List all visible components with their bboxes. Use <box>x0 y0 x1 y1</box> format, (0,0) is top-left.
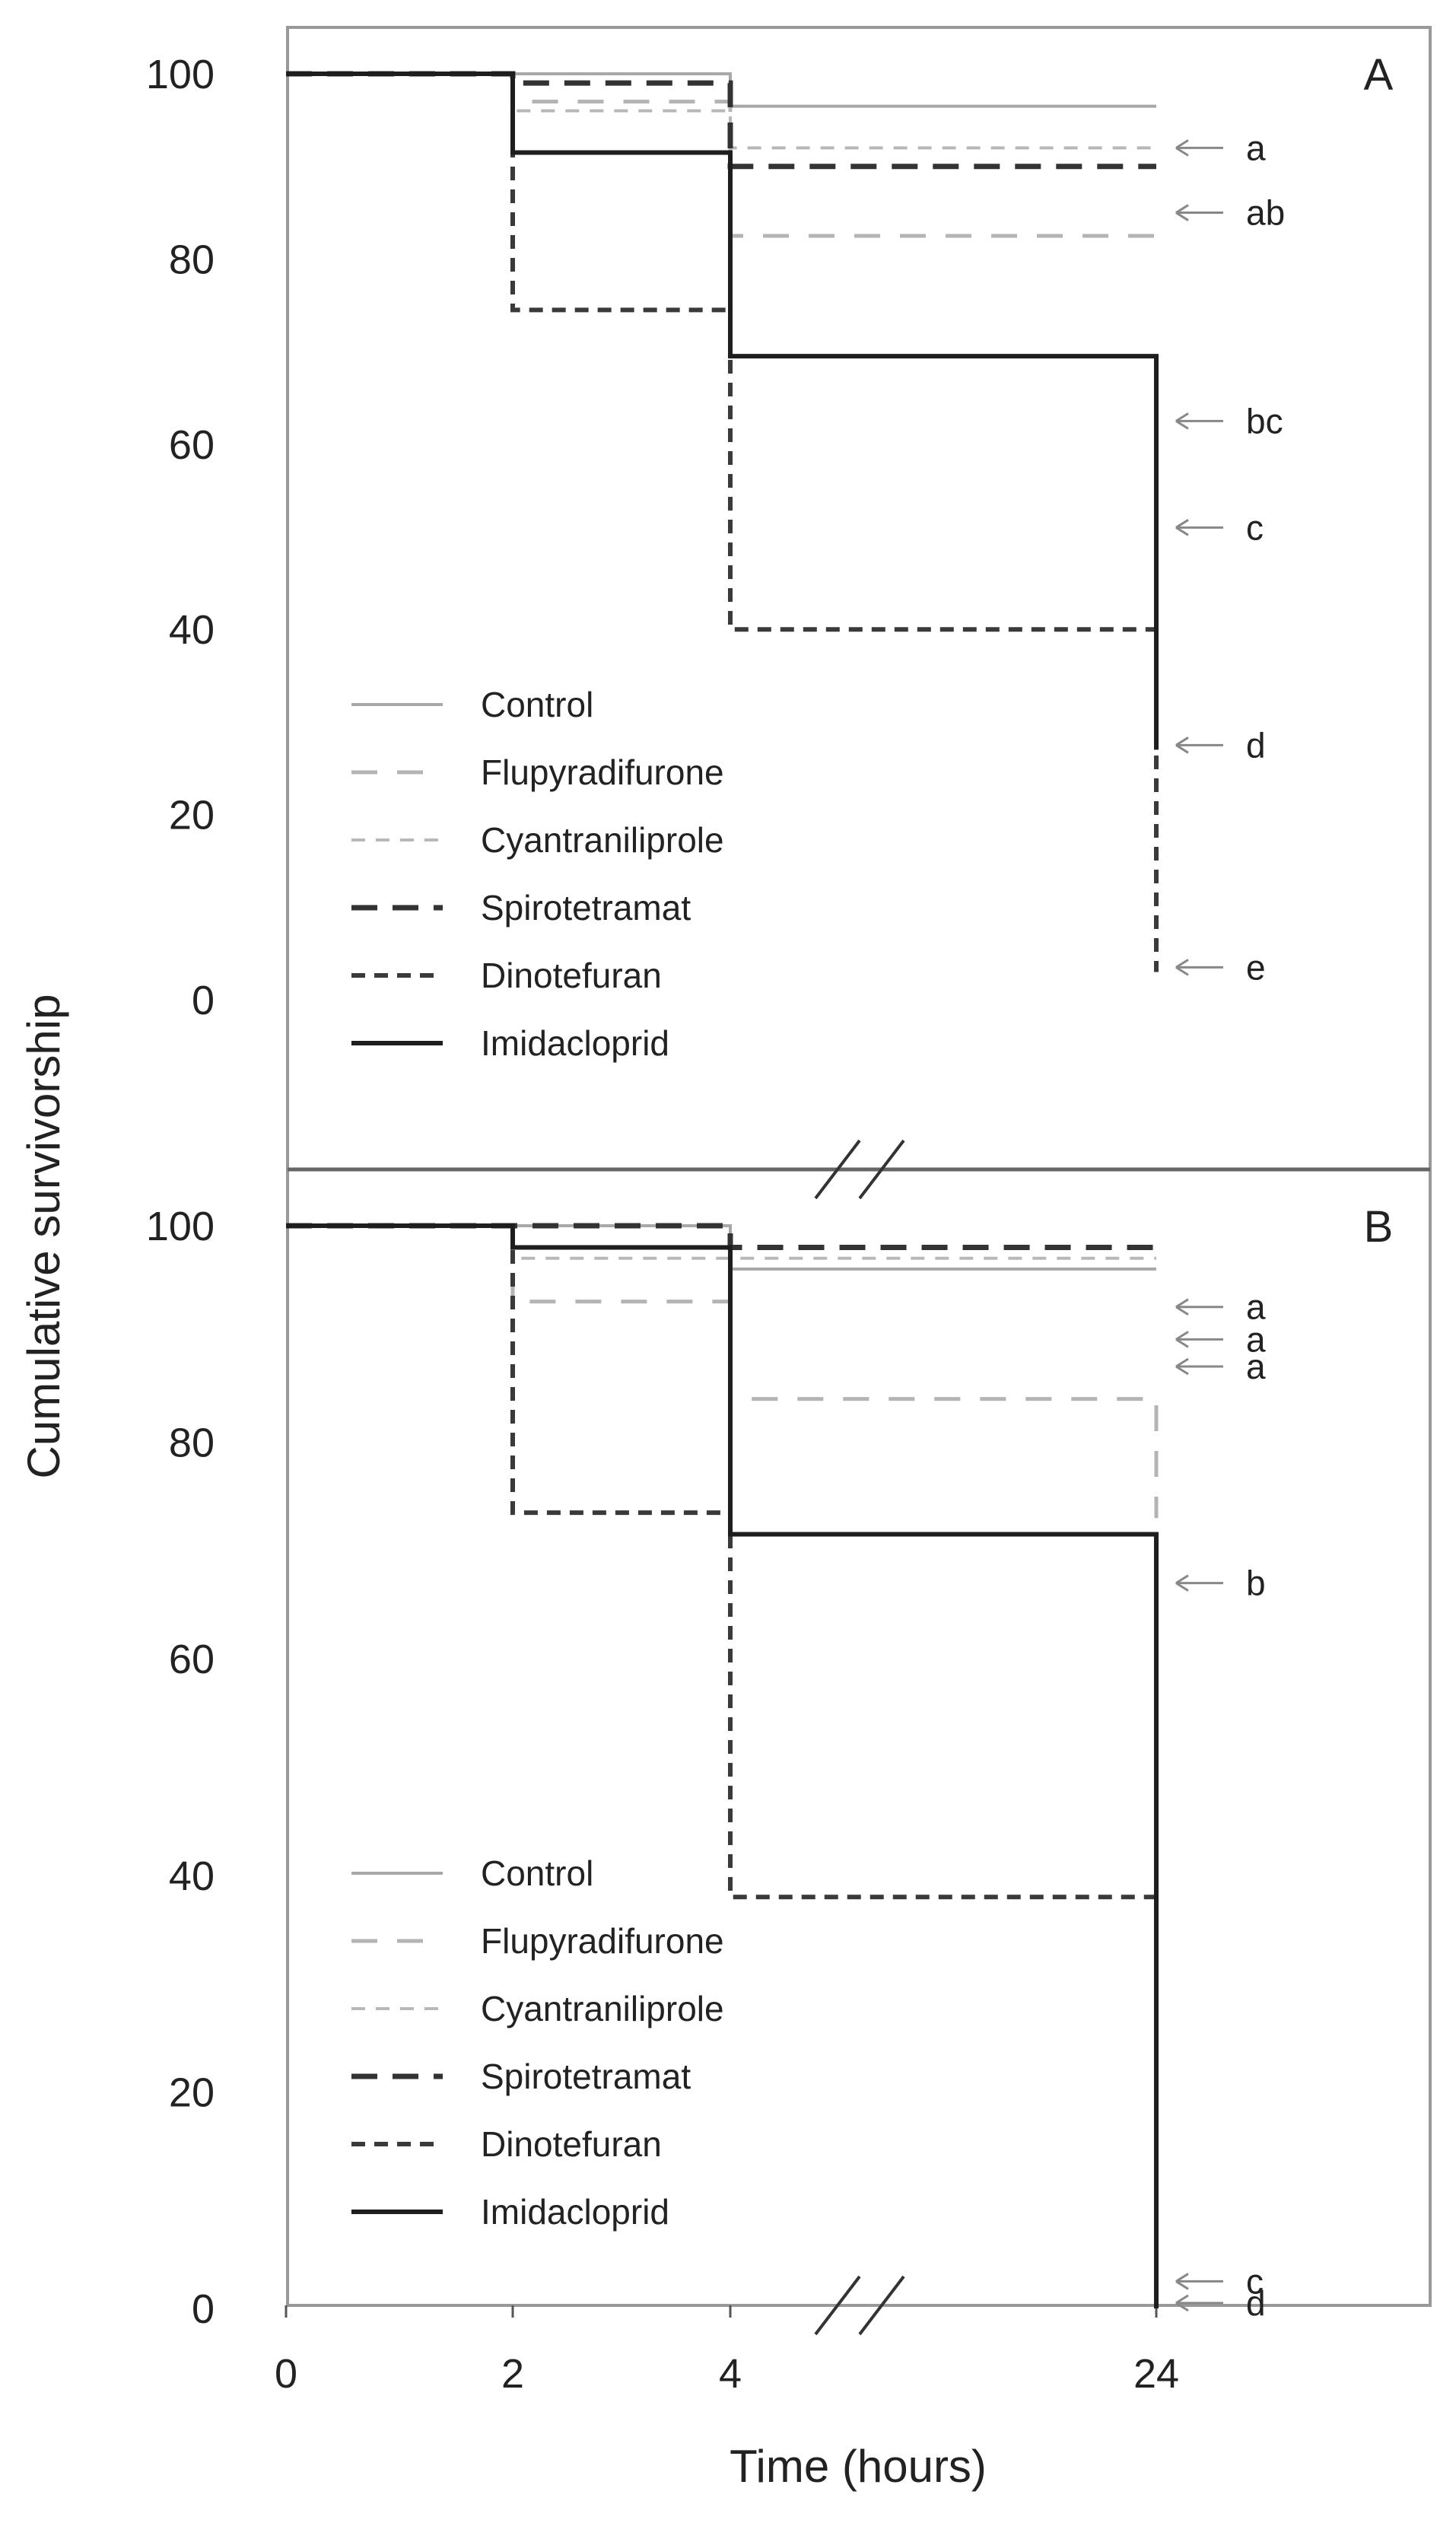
y-tick-label: 100 <box>146 1204 215 1249</box>
x-tick-label: 0 <box>275 2351 297 2397</box>
significance-letter: a <box>1246 1319 1266 1359</box>
legend-label: Spirotetramat <box>481 888 691 927</box>
series-line-spirotetramat <box>286 1223 1156 1250</box>
significance-letter: c <box>1246 2261 1264 2301</box>
significance-arrowhead <box>1175 959 1189 976</box>
significance-letter: e <box>1246 947 1266 987</box>
significance-arrowhead <box>1175 2294 1189 2312</box>
significance-letter: b <box>1246 1564 1266 1603</box>
axis-break-mark <box>858 2275 905 2336</box>
y-tick-label: 40 <box>169 1853 215 1899</box>
y-tick-label: 60 <box>169 1637 215 1682</box>
significance-arrowhead <box>1175 1574 1189 1592</box>
series-line-imidacloprid <box>286 72 1159 750</box>
series-line-flupyradifurone <box>286 72 1156 238</box>
significance-arrowhead <box>1175 204 1189 221</box>
y-tick-label: 0 <box>192 978 215 1023</box>
y-tick-label: 40 <box>169 607 215 653</box>
series-line-cyantraniliprole <box>286 72 1156 150</box>
significance-letter: a <box>1246 1347 1266 1386</box>
y-tick-label: 0 <box>192 2286 215 2332</box>
legend-label: Spirotetramat <box>481 2057 691 2096</box>
significance-letter: bc <box>1246 401 1283 441</box>
series-line-cyantraniliprole <box>286 1224 1156 1260</box>
x-axis-title: Time (hours) <box>730 2441 987 2492</box>
series-line-imidacloprid <box>286 1223 1159 2308</box>
y-tick-label: 60 <box>169 422 215 468</box>
y-tick-label: 100 <box>146 52 215 97</box>
significance-letter: a <box>1246 1287 1266 1327</box>
significance-letter: c <box>1246 507 1264 547</box>
significance-arrowhead <box>1175 519 1189 536</box>
significance-arrowhead <box>1175 1298 1189 1316</box>
significance-arrowhead <box>1175 737 1189 754</box>
significance-letter: d <box>1246 725 1266 765</box>
legend-label: Cyantraniliprole <box>481 1989 724 2028</box>
series-line-dinotefuran <box>286 1223 1159 2308</box>
y-tick-label: 80 <box>169 1421 215 1466</box>
y-tick-label: 80 <box>169 237 215 282</box>
plot-border <box>286 26 1432 2307</box>
axes: 0 2 4 24 <box>275 1139 1179 2397</box>
x-tick-label: 24 <box>1133 2351 1179 2397</box>
significance-arrowhead <box>1175 1357 1189 1376</box>
legend-label: Imidacloprid <box>481 2192 669 2232</box>
y-tick-label: 20 <box>169 793 215 838</box>
significance-arrowhead <box>1175 2273 1189 2290</box>
significance-arrowhead <box>1175 412 1189 430</box>
axis-break-mark <box>814 1139 861 1200</box>
x-tick-label: 2 <box>501 2351 524 2397</box>
panel-label: B <box>1364 1202 1394 1252</box>
legend-label: Imidacloprid <box>481 1023 669 1063</box>
y-axis-title: Cumulative survivorship <box>18 994 69 1479</box>
significance-letter: d <box>1246 2283 1266 2323</box>
significance-arrowhead <box>1175 1331 1189 1348</box>
legend-label: Cyantraniliprole <box>481 820 724 860</box>
legend-label: Dinotefuran <box>481 956 662 995</box>
panel-a: 100 80 60 40 20 0 Aa ab bc c d e Control Flupyradifur… <box>146 50 1394 1063</box>
significance-letter: a <box>1246 128 1266 167</box>
axis-break-mark <box>858 1139 905 1200</box>
legend-label: Flupyradifurone <box>481 1921 724 1961</box>
plot-frame <box>286 26 1432 2307</box>
legend-label: Flupyradifurone <box>481 752 724 792</box>
x-tick-label: 4 <box>719 2351 742 2397</box>
legend-label: Dinotefuran <box>481 2124 662 2164</box>
significance-letter: ab <box>1246 193 1285 233</box>
legend-label: Control <box>481 685 593 724</box>
panel-label: A <box>1364 50 1394 100</box>
axis-break-mark <box>814 2275 861 2336</box>
legend-label: Control <box>481 1853 593 1893</box>
significance-arrowhead <box>1175 139 1189 157</box>
y-tick-label: 20 <box>169 2070 215 2115</box>
